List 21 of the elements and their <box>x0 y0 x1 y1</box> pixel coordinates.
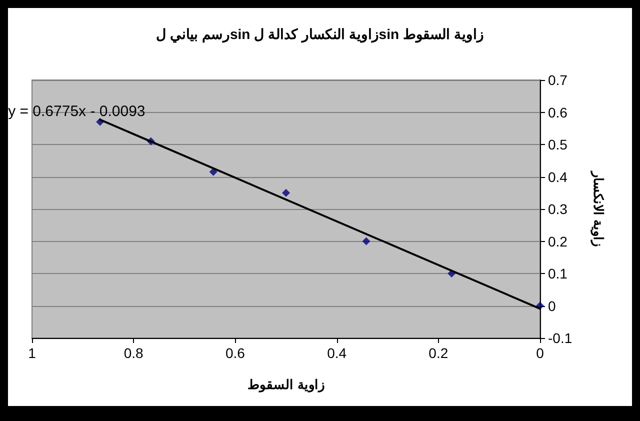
y-axis-title: زاوية الانكسار <box>590 170 606 246</box>
y-tick-label: 0.6 <box>548 104 568 120</box>
x-tick-label: 0.6 <box>225 345 246 361</box>
x-tick-label: 0.8 <box>124 345 144 361</box>
y-tick-label: 0.5 <box>548 136 568 152</box>
x-axis-title: زاوية السقوط <box>248 377 324 393</box>
x-tick-label: 0.2 <box>428 345 448 361</box>
x-tick-label: 0.4 <box>327 345 347 361</box>
point <box>362 237 370 246</box>
point <box>282 188 290 197</box>
annotation: y = 0.6775x - 0.0093 <box>8 103 146 120</box>
x-tick-label: 1 <box>28 345 36 361</box>
y-tick-label: 0.7 <box>548 72 568 88</box>
y-tick-label: 0 <box>548 298 556 314</box>
x-tick-label: 0 <box>536 345 544 361</box>
y-tick-label: -0.1 <box>548 330 572 346</box>
y-tick-label: 0.4 <box>548 168 568 185</box>
y-tick-label: 0.3 <box>548 201 568 217</box>
chart-title: رسم بياني لsin زاوية النكسار كدالة لsin زاوية السقوط <box>156 26 484 43</box>
y-tick-label: 0.1 <box>548 266 568 282</box>
y-tick-label: 0.2 <box>548 233 568 250</box>
